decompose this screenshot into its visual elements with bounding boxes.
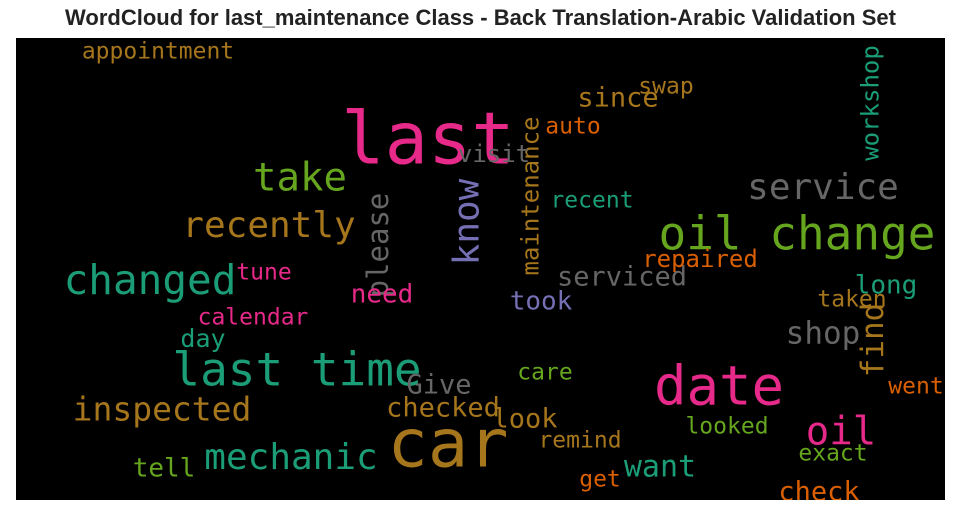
word-car: car	[387, 405, 508, 483]
word-service: service	[747, 167, 899, 208]
word-get: get	[579, 467, 621, 493]
word-calendar: calendar	[198, 305, 309, 331]
word-remind: remind	[538, 428, 621, 454]
word-visit: visit	[458, 140, 530, 168]
word-shop: shop	[786, 316, 861, 352]
word-repaired: repaired	[642, 245, 758, 273]
word-take: take	[253, 156, 347, 201]
word-swap: swap	[638, 74, 693, 100]
word-changed: changed	[64, 256, 237, 304]
word-workshop: workshop	[856, 45, 884, 161]
word-care: care	[517, 360, 572, 386]
word-look: look	[492, 404, 557, 435]
word-please: please	[361, 193, 395, 298]
word-went: went	[888, 374, 943, 400]
word-checked: checked	[386, 393, 500, 424]
word-long: long	[855, 271, 918, 301]
word-day: day	[180, 324, 225, 353]
word-since: since	[577, 83, 658, 114]
word-inspected: inspected	[73, 390, 252, 429]
word-find: find	[855, 303, 891, 378]
word-appointment: appointment	[82, 39, 234, 65]
word-serviced: serviced	[557, 262, 687, 293]
word-group: last car date oil change last time changed tak…	[64, 39, 944, 501]
word-tell: tell	[133, 454, 196, 484]
wordcloud: last car date oil change last time changed tak…	[16, 38, 945, 500]
word-check: check	[778, 477, 859, 501]
word-recently: recently	[182, 205, 355, 246]
word-auto: auto	[545, 114, 600, 140]
word-oil-change: oil change	[659, 207, 936, 261]
word-tune: tune	[236, 260, 291, 286]
word-oil: oil	[806, 410, 876, 455]
word-taken: taken	[817, 287, 886, 313]
word-recent: recent	[550, 188, 633, 214]
word-maintenance: maintenance	[516, 117, 544, 276]
word-looked: looked	[685, 414, 768, 440]
word-date: date	[654, 355, 784, 418]
word-want: want	[624, 450, 696, 485]
chart-title: WordCloud for last_maintenance Class - B…	[65, 5, 896, 30]
cloud-background	[16, 38, 945, 500]
word-know: know	[447, 178, 488, 265]
word-need: need	[351, 280, 414, 310]
word-exact: exact	[798, 441, 867, 467]
word-last-time: last time	[172, 343, 421, 397]
word-last: last	[341, 97, 514, 181]
word-mechanic: mechanic	[204, 437, 377, 478]
word-give: Give	[406, 370, 471, 401]
word-took: took	[510, 287, 573, 317]
